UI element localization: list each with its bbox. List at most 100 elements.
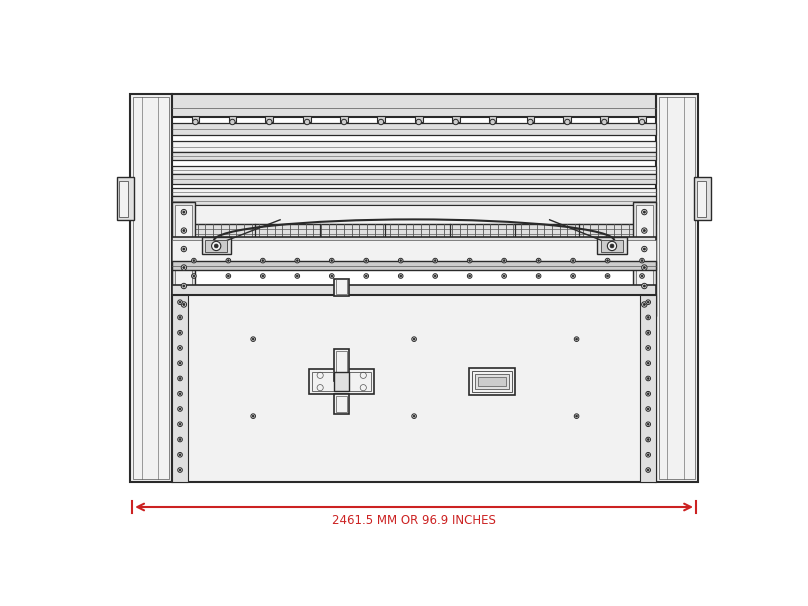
Circle shape — [183, 304, 185, 305]
Circle shape — [647, 378, 649, 379]
Circle shape — [212, 241, 221, 251]
Circle shape — [640, 274, 644, 278]
Circle shape — [537, 260, 540, 262]
Circle shape — [183, 285, 185, 287]
Circle shape — [642, 284, 647, 288]
Bar — [336, 351, 347, 379]
Bar — [172, 166, 656, 173]
Circle shape — [260, 258, 265, 263]
Bar — [205, 240, 227, 252]
Bar — [172, 123, 656, 135]
Bar — [336, 396, 347, 411]
Circle shape — [181, 302, 187, 307]
Circle shape — [226, 258, 230, 263]
Bar — [172, 240, 656, 261]
Circle shape — [646, 376, 650, 381]
Circle shape — [398, 258, 403, 263]
Circle shape — [400, 260, 402, 262]
Circle shape — [467, 274, 472, 278]
Circle shape — [646, 315, 650, 320]
Circle shape — [572, 260, 574, 262]
Bar — [172, 188, 656, 196]
Circle shape — [502, 274, 507, 278]
Bar — [415, 116, 423, 122]
Circle shape — [646, 453, 650, 457]
Bar — [184, 224, 644, 239]
Circle shape — [416, 119, 422, 125]
Circle shape — [469, 275, 470, 277]
Bar — [303, 116, 311, 122]
Bar — [641, 295, 656, 482]
Circle shape — [647, 393, 649, 395]
Circle shape — [181, 247, 187, 251]
Circle shape — [398, 274, 403, 278]
Circle shape — [183, 248, 185, 250]
Circle shape — [572, 275, 574, 277]
Circle shape — [643, 267, 646, 268]
Circle shape — [214, 244, 218, 248]
Circle shape — [490, 119, 495, 125]
Bar — [334, 372, 349, 391]
Circle shape — [181, 265, 187, 270]
Circle shape — [364, 274, 368, 278]
Bar — [340, 116, 348, 122]
Bar — [172, 295, 656, 482]
Bar — [336, 279, 347, 294]
Circle shape — [183, 267, 185, 268]
Circle shape — [646, 391, 650, 396]
Circle shape — [647, 469, 649, 471]
Circle shape — [179, 301, 181, 303]
Bar — [334, 394, 349, 414]
Bar — [694, 178, 711, 220]
Bar — [266, 116, 273, 122]
Circle shape — [647, 439, 649, 441]
Circle shape — [642, 265, 647, 270]
Circle shape — [178, 376, 183, 381]
Circle shape — [179, 378, 181, 379]
Circle shape — [412, 337, 416, 341]
Circle shape — [183, 211, 185, 213]
Circle shape — [229, 119, 235, 125]
Circle shape — [640, 258, 644, 263]
Circle shape — [400, 275, 402, 277]
Circle shape — [646, 468, 650, 472]
Circle shape — [295, 274, 300, 278]
Circle shape — [607, 275, 608, 277]
Circle shape — [646, 330, 650, 335]
Text: 2461.5 MM OR 96.9 INCHES: 2461.5 MM OR 96.9 INCHES — [332, 514, 496, 527]
Bar — [656, 95, 698, 482]
Circle shape — [297, 260, 298, 262]
Circle shape — [297, 275, 298, 277]
Bar — [633, 202, 656, 316]
Circle shape — [642, 210, 647, 215]
Circle shape — [537, 258, 541, 263]
Bar — [172, 175, 656, 184]
Circle shape — [179, 454, 181, 456]
Circle shape — [647, 454, 649, 456]
Bar — [172, 202, 196, 316]
Bar — [636, 205, 653, 313]
Circle shape — [183, 230, 185, 231]
Circle shape — [646, 361, 650, 365]
Bar — [475, 374, 509, 389]
Circle shape — [179, 362, 181, 364]
Circle shape — [641, 275, 643, 277]
Circle shape — [537, 275, 540, 277]
Circle shape — [178, 437, 183, 442]
Bar — [130, 95, 172, 482]
Bar — [120, 181, 128, 218]
Circle shape — [643, 230, 646, 231]
Bar — [313, 372, 371, 391]
Bar — [334, 349, 349, 382]
Bar — [229, 116, 236, 122]
Bar — [472, 371, 512, 392]
Bar — [133, 98, 169, 479]
Circle shape — [178, 453, 183, 457]
Circle shape — [193, 119, 198, 125]
Circle shape — [467, 258, 472, 263]
Circle shape — [260, 274, 265, 278]
Circle shape — [178, 300, 183, 304]
Circle shape — [181, 228, 187, 233]
Circle shape — [341, 119, 347, 125]
Bar — [469, 368, 515, 395]
